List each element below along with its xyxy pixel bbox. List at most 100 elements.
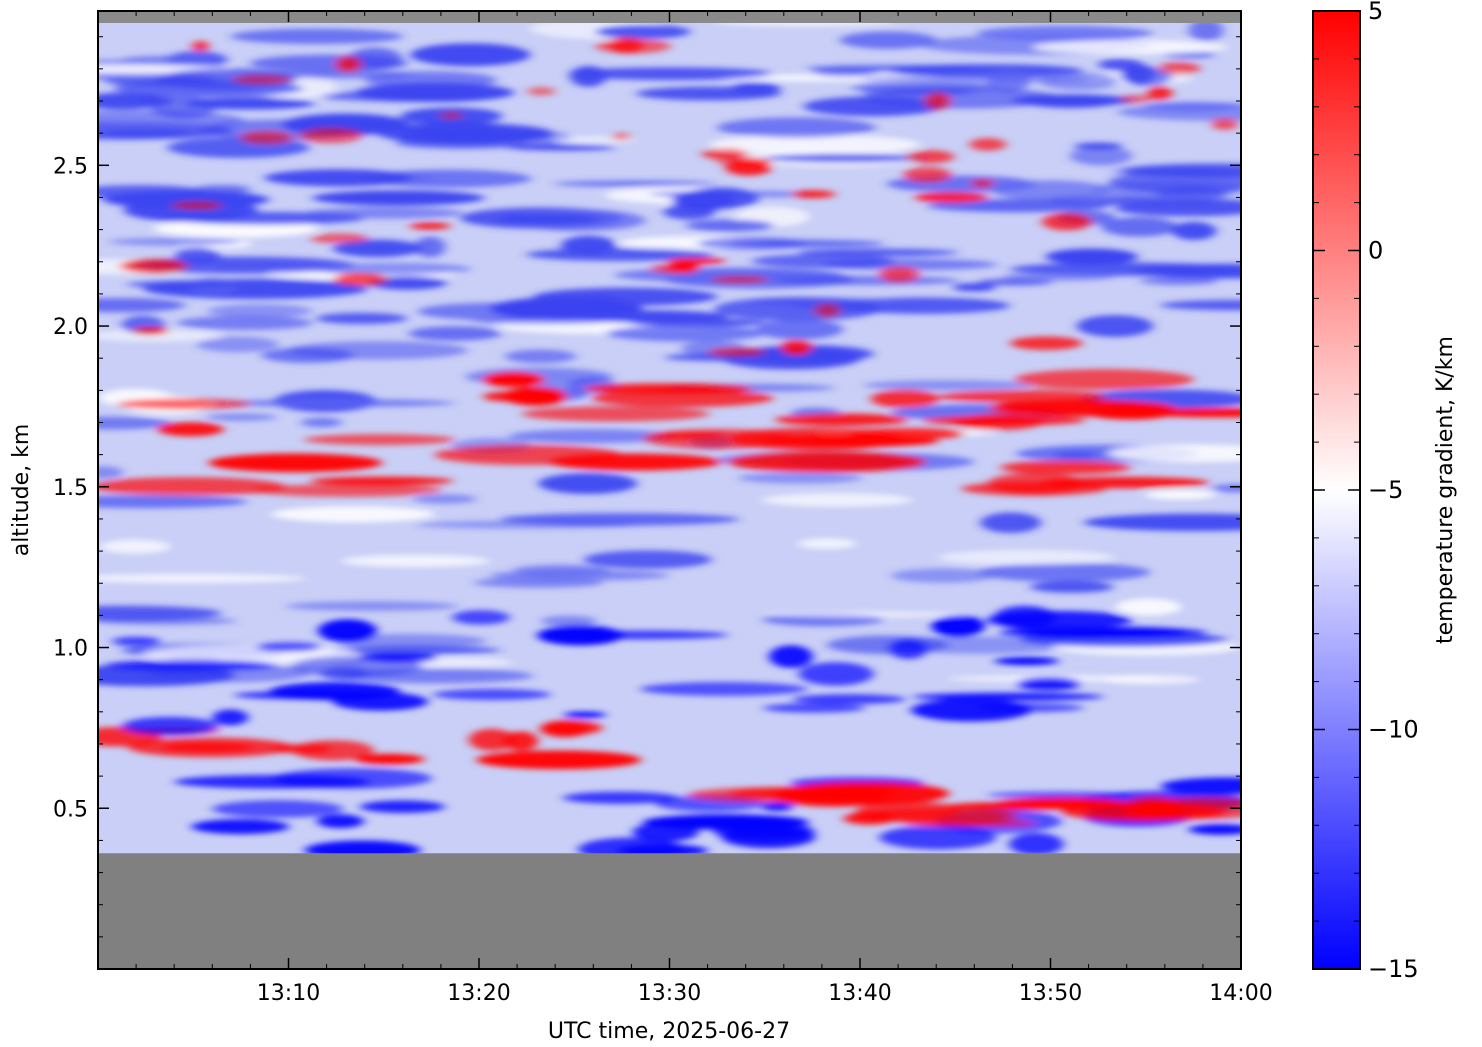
heat-cell xyxy=(553,180,716,187)
heat-cell xyxy=(743,345,874,363)
heat-cell xyxy=(969,138,1007,151)
heat-cell xyxy=(121,716,219,736)
heat-cell xyxy=(98,92,165,110)
heat-cell xyxy=(762,703,866,713)
y-axis-label: altitude, km xyxy=(9,424,34,557)
heat-cell xyxy=(194,184,252,194)
heat-cell xyxy=(904,820,1035,827)
heat-cell xyxy=(171,200,223,210)
heat-cell xyxy=(774,276,960,286)
x-tick-label: 13:20 xyxy=(447,981,510,1006)
heat-cell xyxy=(1144,489,1217,500)
heat-cell xyxy=(285,601,459,611)
heat-cell xyxy=(1069,146,1133,166)
colorbar-label: temperature gradient, K/km xyxy=(1433,336,1458,644)
heat-cell xyxy=(1083,513,1241,532)
heat-cell xyxy=(474,577,604,588)
heat-cell xyxy=(912,692,1104,701)
heat-cell xyxy=(527,87,556,96)
heat-cell xyxy=(710,275,769,284)
heat-cell xyxy=(98,416,172,430)
heat-cell xyxy=(1159,299,1241,311)
heat-cell xyxy=(1158,61,1201,75)
x-axis-label: UTC time, 2025-06-27 xyxy=(548,1019,790,1044)
heat-cell xyxy=(1025,95,1116,109)
heat-cell xyxy=(184,97,315,110)
heat-cell xyxy=(999,460,1131,475)
heat-cell xyxy=(1108,444,1241,463)
heat-cell xyxy=(468,728,515,751)
heat-cell xyxy=(1139,276,1219,286)
heat-cell xyxy=(1098,58,1143,71)
heat-cell xyxy=(98,297,186,313)
heat-cell xyxy=(1115,598,1182,616)
heat-cell xyxy=(541,615,597,627)
heat-cell xyxy=(727,451,926,473)
heat-cell xyxy=(98,477,286,496)
heat-cell xyxy=(567,310,729,323)
heat-cell xyxy=(716,157,772,166)
heat-cell xyxy=(839,31,937,49)
heat-cell xyxy=(906,150,955,164)
colorbar-tick-label: 5 xyxy=(1368,0,1383,25)
heat-cell xyxy=(668,261,700,274)
heat-cell xyxy=(863,380,1034,391)
heat-cell xyxy=(231,74,292,85)
x-tick-label: 13:10 xyxy=(257,981,320,1006)
heatmap-layer xyxy=(98,11,1241,969)
y-tick-label: 1.5 xyxy=(53,476,88,501)
heat-cell xyxy=(327,645,501,655)
heat-cell xyxy=(335,56,362,73)
y-tick-label: 2.0 xyxy=(53,315,88,340)
heat-cell xyxy=(99,539,171,554)
heat-cell xyxy=(568,67,773,81)
heat-cell xyxy=(1016,677,1082,691)
heat-cell xyxy=(914,192,989,203)
heat-cell xyxy=(980,512,1042,534)
heat-cell xyxy=(212,709,249,726)
x-tick-label: 14:00 xyxy=(1209,981,1272,1006)
heat-cell xyxy=(359,800,445,814)
heat-cell xyxy=(978,562,1151,582)
x-tick-label: 13:50 xyxy=(1019,981,1082,1006)
heat-cell xyxy=(998,626,1186,639)
x-tick-label: 13:30 xyxy=(638,981,701,1006)
heat-cell xyxy=(1014,369,1194,390)
heat-cell xyxy=(332,239,423,258)
heat-cell xyxy=(299,127,363,144)
heat-cell xyxy=(98,573,307,584)
heat-cell xyxy=(500,512,740,526)
heat-cell xyxy=(927,199,1110,213)
heat-cell xyxy=(233,690,389,700)
y-tick-label: 2.5 xyxy=(53,154,88,179)
heat-cell xyxy=(196,336,279,353)
heat-cell xyxy=(533,287,718,306)
heat-cell xyxy=(538,473,638,495)
heat-cell xyxy=(230,28,403,45)
heat-cell xyxy=(761,493,913,507)
heat-cell xyxy=(191,819,290,835)
heat-cell xyxy=(563,711,607,718)
heat-cell xyxy=(992,180,1111,201)
heat-cell xyxy=(611,133,632,140)
heat-cell xyxy=(526,247,714,262)
heat-cell xyxy=(685,219,774,232)
heat-cell xyxy=(996,797,1128,810)
heat-cell xyxy=(333,273,388,286)
heat-cell xyxy=(414,236,446,258)
heat-cell xyxy=(632,822,699,842)
heat-cell xyxy=(412,494,477,504)
heat-cell xyxy=(1010,336,1083,350)
heat-cell xyxy=(361,652,438,664)
x-axis: 13:10 13:20 13:30 13:40 13:50 14:00 xyxy=(135,11,1273,1006)
heat-cell xyxy=(812,68,879,77)
heat-cell xyxy=(765,153,927,163)
heat-cell xyxy=(377,122,554,145)
heat-cell xyxy=(860,75,1092,83)
heat-cell xyxy=(714,297,882,321)
heat-cell xyxy=(1171,221,1217,241)
heat-cell xyxy=(317,619,378,643)
heat-cell xyxy=(780,339,813,356)
heat-cell xyxy=(717,117,876,138)
heat-cell xyxy=(132,326,169,335)
